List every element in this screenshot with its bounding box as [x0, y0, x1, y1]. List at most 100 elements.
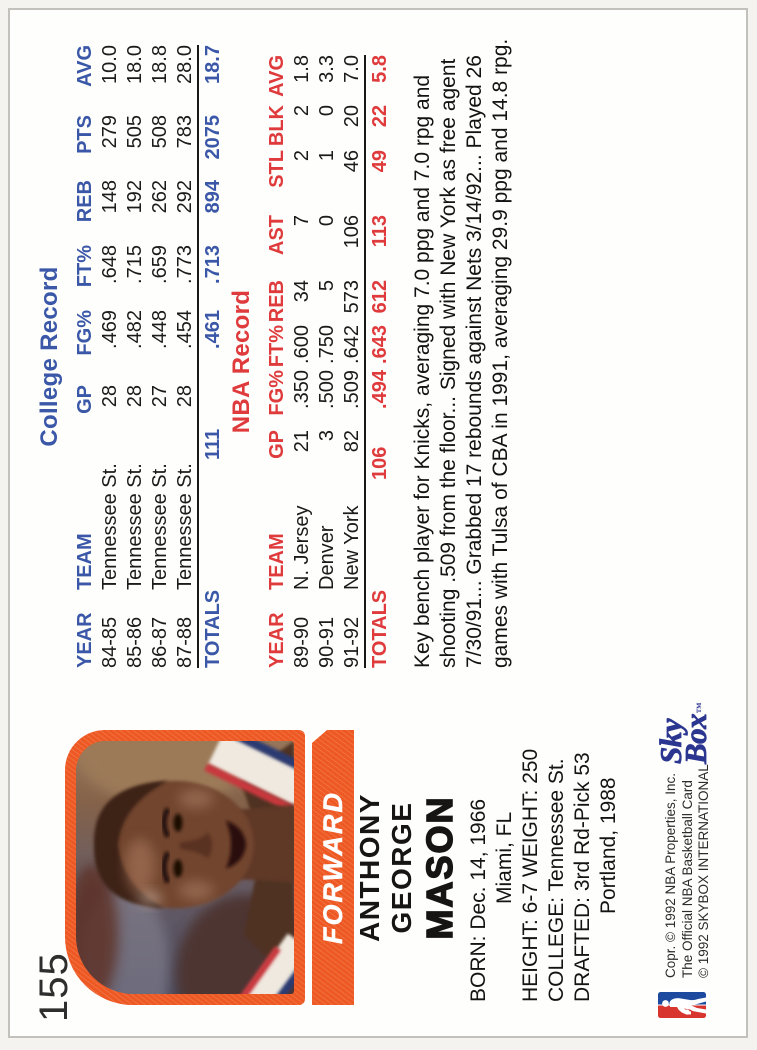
totals-label: TOTALS: [365, 480, 392, 668]
col-year: YEAR: [74, 612, 96, 668]
card-back: 155: [8, 8, 748, 1038]
player-name: ANTHONY GEORGE MASON: [354, 730, 462, 1005]
table-cell: 87-88: [173, 616, 196, 668]
table-cell: 28: [124, 385, 146, 408]
totals-blk: 22: [365, 105, 392, 150]
totals-avg: 18.7: [198, 45, 225, 115]
career-note: Key bench player for Knicks, averaging 7…: [411, 38, 512, 668]
table-cell: Tennessee St.: [149, 463, 171, 590]
table-cell: .642: [340, 325, 363, 364]
table-cell: 28.0: [173, 45, 196, 84]
position-label: FORWARD: [317, 791, 348, 944]
table-cell: 82: [340, 430, 363, 453]
table-cell: N. Jersey: [291, 505, 313, 590]
college-record-table: YEAR TEAM GP FG% FT% REB PTS AVG 84-85 Te…: [73, 45, 225, 668]
table-cell: Tennessee St.: [124, 463, 146, 590]
table-cell: .509: [340, 370, 363, 409]
totals-fg: .494: [365, 370, 392, 430]
table-cell: 3.3: [316, 55, 338, 83]
table-cell: 2: [291, 150, 313, 162]
table-cell: 192: [124, 180, 146, 214]
table-cell: 783: [173, 115, 196, 149]
bio-height-weight: HEIGHT: 6-7 WEIGHT: 250: [519, 748, 542, 1002]
totals-ft: .713: [198, 245, 225, 310]
table-cell: 148: [99, 180, 121, 214]
table-cell: 21: [291, 430, 313, 453]
table-cell: 0: [316, 105, 338, 117]
table-cell: 292: [173, 180, 196, 214]
table-cell: 1: [316, 150, 338, 162]
col-reb: REB: [266, 280, 288, 323]
nba-logo-icon: [656, 990, 708, 1020]
bio-drafted: DRAFTED: 3rd Rd-Pick 53: [571, 752, 594, 1002]
table-cell: 89-90: [291, 616, 313, 668]
table-cell: 1.8: [291, 55, 313, 83]
col-blk: BLK: [266, 105, 288, 147]
bio-college: COLLEGE: Tennessee St.: [545, 758, 568, 1002]
copyright-line: © 1992 SKYBOX INTERNATIONAL: [696, 764, 711, 978]
table-cell: .469: [99, 310, 121, 349]
table-cell: .659: [149, 245, 171, 284]
table-cell: .715: [124, 245, 146, 284]
totals-fg: .461: [198, 310, 225, 385]
skybox-logo-line2: Box™: [678, 702, 714, 765]
totals-label: TOTALS: [198, 460, 225, 668]
table-cell: 508: [149, 115, 171, 149]
table-cell: 7: [291, 215, 313, 227]
col-team: TEAM: [266, 533, 288, 590]
table-cell: 505: [124, 115, 146, 149]
player-first-name: ANTHONY: [354, 793, 385, 942]
position-banner: FORWARD: [312, 730, 354, 1005]
table-cell: 46: [340, 150, 363, 173]
table-cell: 18.0: [124, 45, 146, 84]
table-cell: Denver: [316, 525, 338, 590]
table-cell: 28: [99, 385, 121, 408]
player-portrait-illustration: [76, 741, 294, 994]
totals-gp: 111: [198, 385, 225, 460]
table-cell: 5: [316, 280, 338, 292]
totals-gp: 106: [365, 430, 392, 480]
bio-born-place: Miami, FL: [493, 811, 516, 904]
table-cell: 20: [340, 105, 363, 128]
table-cell: .648: [99, 245, 121, 284]
nba-record-title: NBA Record: [228, 289, 255, 434]
totals-ast: 113: [365, 215, 392, 280]
col-gp: GP: [266, 430, 288, 459]
totals-reb: 894: [198, 180, 225, 245]
col-fg: FG%: [74, 310, 96, 356]
table-cell: 18.8: [149, 45, 171, 84]
table-cell: 0: [316, 215, 338, 227]
table-cell: Tennessee St.: [99, 463, 121, 590]
table-cell: .448: [149, 310, 171, 349]
col-gp: GP: [74, 385, 96, 414]
table-cell: 3: [316, 430, 338, 442]
player-middle-name: GEORGE: [386, 801, 417, 934]
table-cell: Tennessee St.: [173, 463, 196, 590]
table-cell: 84-85: [99, 616, 121, 668]
trademark-symbol: ™: [695, 702, 707, 714]
college-totals-row: TOTALS 111 .461 .713 894 2075 18.7: [198, 45, 225, 668]
table-cell: 279: [99, 115, 121, 149]
college-record-title: College Record: [36, 266, 63, 447]
table-row: 85-86 Tennessee St. 28 .482 .715 192 505 18.0: [123, 45, 148, 668]
player-bio: BORN: Dec. 14, 1966 Miami, FL HEIGHT: 6-…: [466, 702, 622, 1002]
col-year: YEAR: [266, 612, 288, 668]
col-pts: PTS: [74, 115, 96, 154]
table-cell: .773: [173, 245, 196, 284]
col-reb: REB: [74, 180, 96, 223]
table-cell: 90-91: [316, 616, 338, 668]
col-avg: AVG: [266, 55, 288, 97]
col-ft: FT%: [266, 325, 288, 368]
table-cell: 27: [149, 385, 171, 408]
copyright-block: Copr. © 1992 NBA Properties, Inc. The Of…: [663, 764, 713, 978]
col-ast: AST: [266, 215, 288, 255]
nba-record-section: NBA Record YEAR TEAM GP FG% FT% REB AS: [228, 55, 392, 668]
table-row: 90-91 Denver 3 .500 .750 5 0 1 0 3.3: [315, 55, 340, 668]
table-cell: 262: [149, 180, 171, 214]
table-cell: 10.0: [99, 45, 121, 84]
table-cell: 28: [173, 385, 196, 408]
totals-pts: 2075: [198, 115, 225, 180]
table-row: 89-90 N. Jersey 21 .350 .600 34 7 2 2 1.8: [290, 55, 315, 668]
col-stl: STL: [266, 150, 288, 188]
nba-record-table: YEAR TEAM GP FG% FT% REB AST STL BLK AVG…: [265, 55, 392, 668]
